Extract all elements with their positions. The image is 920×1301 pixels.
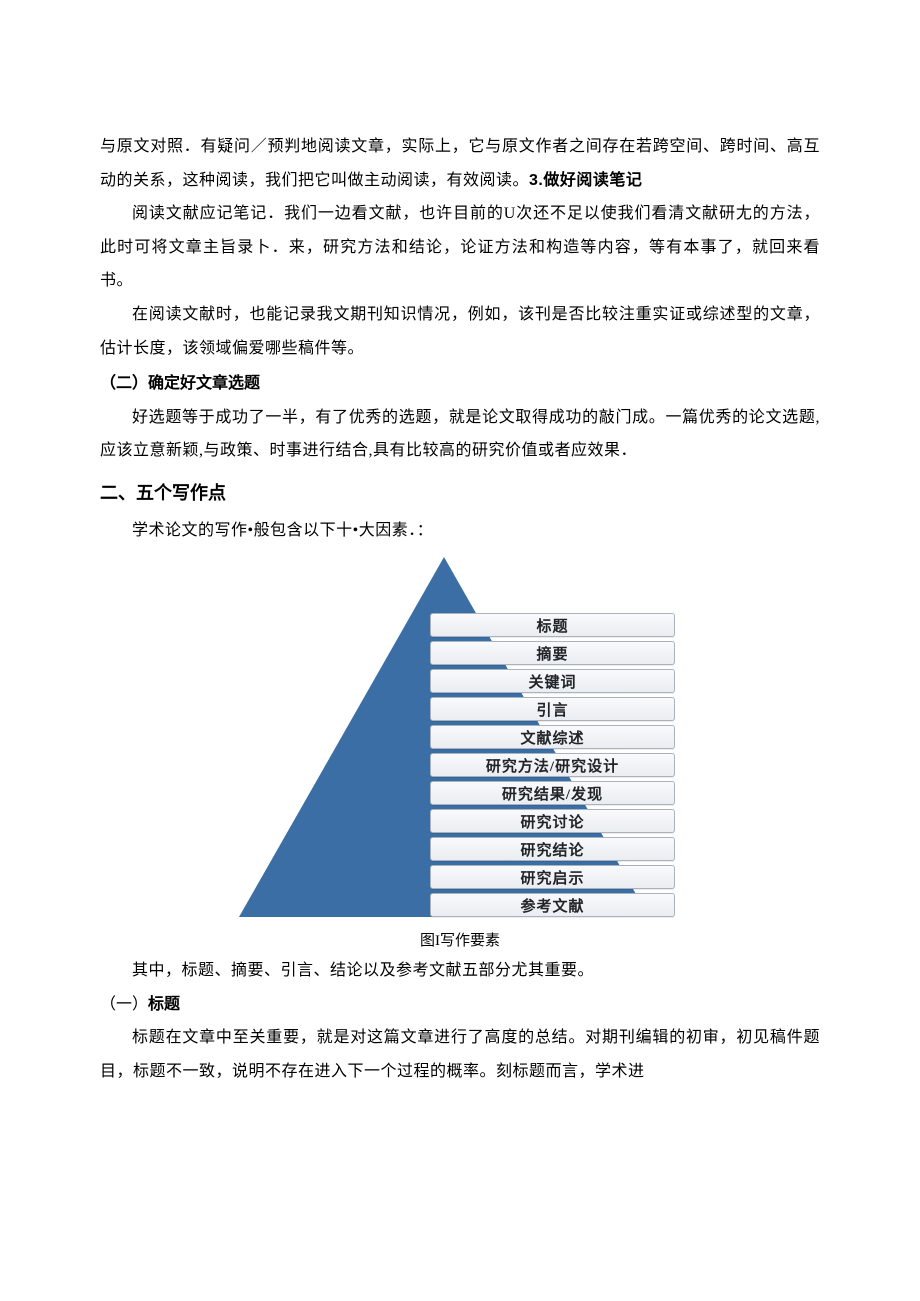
pyramid-bars: 标题 摘要 关键词 引言 文献综述 研究方法/研究设计 研究结果/发现 研究讨论… — [430, 613, 675, 917]
figure-1: 标题 摘要 关键词 引言 文献综述 研究方法/研究设计 研究结果/发现 研究讨论… — [100, 567, 820, 950]
heading-sub-1-prefix: （一） — [100, 996, 148, 1013]
pyramid-bar-item: 研究结果/发现 — [430, 781, 675, 805]
paragraph-3: 在阅读文献时，也能记录我文期刊知识情况，例如，该刊是否比较注重实证或综述型的文章… — [100, 298, 820, 365]
paragraph-2: 阅读文献应记笔记．我们一边看文献，也许目前的U次还不足以使我们看清文献研尢的方法… — [100, 197, 820, 298]
pyramid-bar-item: 标题 — [430, 613, 675, 637]
paragraph-1-text: 与原文对照．有疑问／预判地阅读文章，实际上，它与原文作者之间存在若跨空间、跨时间… — [100, 138, 820, 189]
heading-sub-1-label: 标题 — [148, 996, 180, 1013]
pyramid-bar-item: 文献综述 — [430, 725, 675, 749]
paragraph-7: 学术论文的写作•般包含以下十•大因素．： — [100, 514, 820, 548]
pyramid-bar-item: 研究结论 — [430, 837, 675, 861]
inline-heading-3: 3.做好阅读笔记 — [529, 172, 642, 189]
pyramid-bar-item: 研究启示 — [430, 865, 675, 889]
paragraph-9: 标题在文章中至关重要，就是对这篇文章进行了高度的总结。对期刊编辑的初审，初见稿件… — [100, 1021, 820, 1088]
pyramid-bar-item: 关键词 — [430, 669, 675, 693]
paragraph-5: 好选题等于成功了一半，有了优秀的选题，就是论文取得成功的敲门成。一篇优秀的论文选… — [100, 401, 820, 468]
pyramid-bar-item: 参考文献 — [430, 893, 675, 917]
pyramid-bar-item: 摘要 — [430, 641, 675, 665]
paragraph-1: 与原文对照．有疑问／预判地阅读文章，实际上，它与原文作者之间存在若跨空间、跨时间… — [100, 130, 820, 197]
figure-caption: 图I写作要素 — [420, 929, 500, 950]
heading-sub-1: （一）标题 — [100, 988, 820, 1022]
paragraph-8: 其中，标题、摘要、引言、结论以及参考文献五部分尤其重要。 — [100, 954, 820, 988]
pyramid-bar-item: 研究方法/研究设计 — [430, 753, 675, 777]
pyramid-bar-item: 引言 — [430, 697, 675, 721]
pyramid-bar-item: 研究讨论 — [430, 809, 675, 833]
pyramid-diagram: 标题 摘要 关键词 引言 文献综述 研究方法/研究设计 研究结果/发现 研究讨论… — [245, 567, 675, 927]
heading-sub-2: （二）确定好文章选题 — [100, 367, 820, 401]
heading-section-2: 二、五个写作点 — [100, 474, 820, 514]
